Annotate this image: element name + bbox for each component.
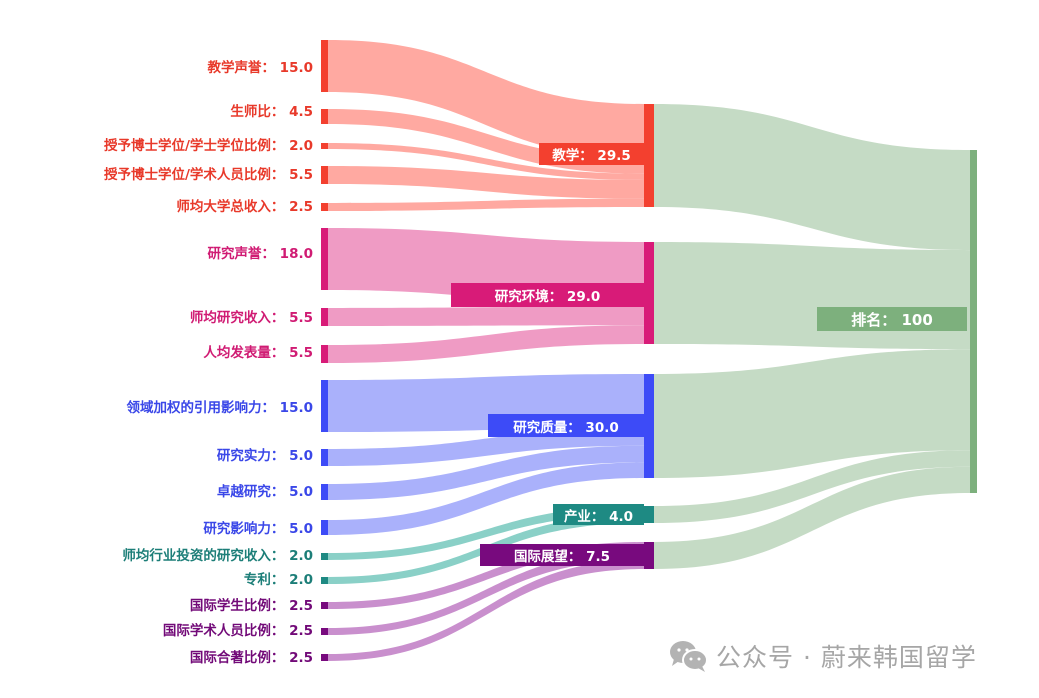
node-gjhz [321,654,328,661]
nodes [321,40,977,661]
category-label-research_env: 研究环境： 29.0 [451,283,644,307]
link-international-ranking [654,466,970,569]
link-yjsl [328,428,644,466]
node-zl [321,577,328,584]
link-sjdxzsr [328,198,644,211]
node-research_quality [644,374,654,478]
node-label-yjyxl: 研究影响力： 5.0 [203,521,313,537]
node-label-bsxs: 授予博士学位/学士学位比例： 2.0 [103,138,313,154]
category-label-industry: 产业： 4.0 [553,504,644,525]
node-ranking [970,150,977,493]
node-lyjq [321,380,328,432]
node-industry [644,506,654,523]
node-gjxs [321,602,328,609]
link-industry-ranking [654,450,970,523]
node-label-lyjq: 领域加权的引用影响力： 15.0 [126,400,313,416]
link-zyyj [328,445,644,500]
node-label-rjfbl: 人均发表量： 5.5 [203,345,313,361]
node-rjfbl [321,345,328,363]
category-label-research_quality: 研究质量： 30.0 [488,414,644,437]
node-zyyj [321,484,328,500]
link-bsxr [328,166,644,199]
node-label-yjsl: 研究实力： 5.0 [216,448,313,464]
node-label-zl: 专利： 2.0 [243,572,313,588]
node-label-gjxs: 国际学生比例： 2.5 [189,598,313,614]
node-yjsy [321,228,328,290]
node-label-jxsy: 教学声誉： 15.0 [207,60,313,76]
link-research_env-ranking [654,242,970,350]
node-international [644,542,654,569]
link-sjhytz [328,506,644,560]
node-sjyjsr [321,308,328,326]
links-to-categories [328,40,644,661]
link-gjxsry [328,551,644,635]
node-yjsl [321,449,328,466]
link-rjfbl [328,325,644,363]
node-gjxsry [321,628,328,635]
links-to-ranking [654,104,970,569]
link-gjxs [328,542,644,609]
link-gjhz [328,560,644,661]
link-sjyjsr [328,306,644,326]
node-sjhytz [321,553,328,560]
node-yjyxl [321,520,328,535]
link-research_quality-ranking [654,349,970,478]
node-bsxs [321,143,328,149]
node-label-gjxsry: 国际学术人员比例： 2.5 [162,623,313,639]
node-label-sjyjsr: 师均研究收入： 5.5 [189,310,313,326]
node-bsxr [321,166,328,184]
node-label-sjdxzsr: 师均大学总收入： 2.5 [176,199,313,215]
node-ssb [321,109,328,124]
watermark: 公众号 · 蔚来韩国留学 [668,638,977,674]
wechat-icon [670,641,708,672]
node-label-sjhytz: 师均行业投资的研究收入： 2.0 [122,548,313,564]
node-label-zyyj: 卓越研究： 5.0 [216,484,313,500]
node-label-gjhz: 国际合著比例： 2.5 [189,650,313,666]
category-label-teaching: 教学： 29.5 [539,143,644,165]
link-teaching-ranking [654,104,970,251]
node-jxsy [321,40,328,92]
node-label-yjsy: 研究声誉： 18.0 [207,246,313,262]
link-jxsy [328,40,644,159]
node-teaching [644,104,654,207]
ranking-label: 排名： 100 [817,307,967,331]
watermark-text: 公众号 · 蔚来韩国留学 [716,643,977,672]
link-bsxs [328,143,644,180]
category-label-international: 国际展望： 7.5 [480,544,644,566]
link-yjyxl [328,462,644,535]
node-sjdxzsr [321,203,328,211]
node-label-bsxr: 授予博士学位/学术人员比例： 5.5 [103,167,313,183]
node-label-ssb: 生师比： 4.5 [230,104,313,120]
node-research_env [644,242,654,344]
